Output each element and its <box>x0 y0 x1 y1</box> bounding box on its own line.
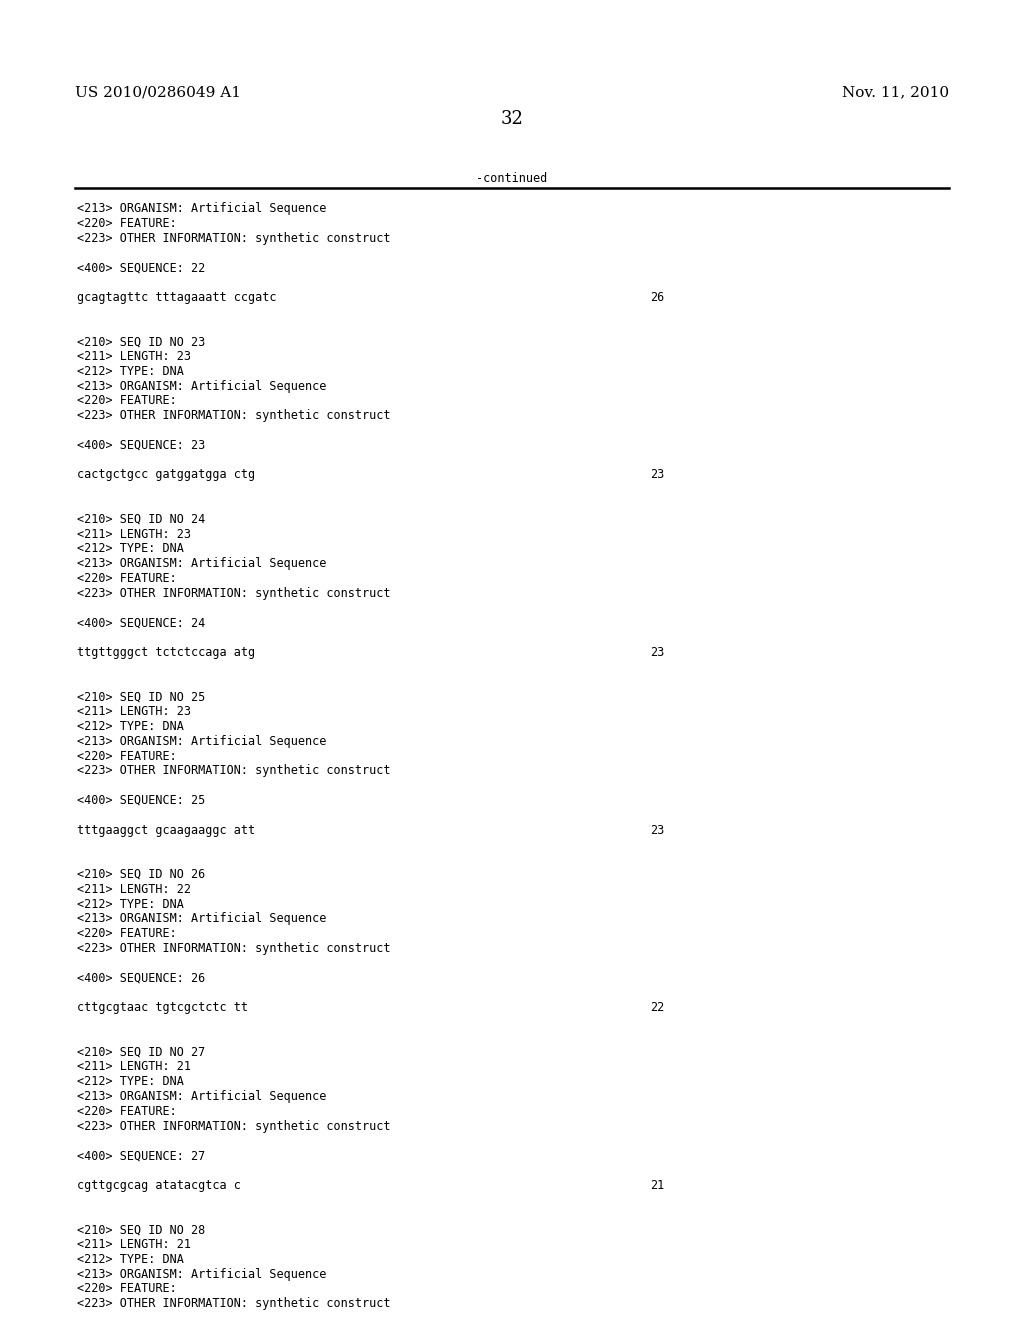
Text: <223> OTHER INFORMATION: synthetic construct: <223> OTHER INFORMATION: synthetic const… <box>77 409 390 422</box>
Text: <400> SEQUENCE: 23: <400> SEQUENCE: 23 <box>77 438 205 451</box>
Text: <211> LENGTH: 23: <211> LENGTH: 23 <box>77 705 190 718</box>
Text: <211> LENGTH: 23: <211> LENGTH: 23 <box>77 528 190 541</box>
Text: <211> LENGTH: 21: <211> LENGTH: 21 <box>77 1060 190 1073</box>
Text: 26: 26 <box>650 290 665 304</box>
Text: <213> ORGANISM: Artificial Sequence: <213> ORGANISM: Artificial Sequence <box>77 557 327 570</box>
Text: <211> LENGTH: 21: <211> LENGTH: 21 <box>77 1238 190 1251</box>
Text: <212> TYPE: DNA: <212> TYPE: DNA <box>77 719 183 733</box>
Text: ttgttgggct tctctccaga atg: ttgttgggct tctctccaga atg <box>77 645 255 659</box>
Text: <220> FEATURE:: <220> FEATURE: <box>77 572 176 585</box>
Text: <210> SEQ ID NO 25: <210> SEQ ID NO 25 <box>77 690 205 704</box>
Text: 22: 22 <box>650 1001 665 1014</box>
Text: <400> SEQUENCE: 24: <400> SEQUENCE: 24 <box>77 616 205 630</box>
Text: <220> FEATURE:: <220> FEATURE: <box>77 395 176 408</box>
Text: <400> SEQUENCE: 22: <400> SEQUENCE: 22 <box>77 261 205 275</box>
Text: <213> ORGANISM: Artificial Sequence: <213> ORGANISM: Artificial Sequence <box>77 202 327 215</box>
Text: <210> SEQ ID NO 28: <210> SEQ ID NO 28 <box>77 1224 205 1237</box>
Text: <213> ORGANISM: Artificial Sequence: <213> ORGANISM: Artificial Sequence <box>77 912 327 925</box>
Text: <210> SEQ ID NO 26: <210> SEQ ID NO 26 <box>77 869 205 880</box>
Text: tttgaaggct gcaagaaggc att: tttgaaggct gcaagaaggc att <box>77 824 255 837</box>
Text: <400> SEQUENCE: 26: <400> SEQUENCE: 26 <box>77 972 205 985</box>
Text: <220> FEATURE:: <220> FEATURE: <box>77 1105 176 1118</box>
Text: 21: 21 <box>650 1179 665 1192</box>
Text: <213> ORGANISM: Artificial Sequence: <213> ORGANISM: Artificial Sequence <box>77 1090 327 1104</box>
Text: <212> TYPE: DNA: <212> TYPE: DNA <box>77 364 183 378</box>
Text: <213> ORGANISM: Artificial Sequence: <213> ORGANISM: Artificial Sequence <box>77 380 327 392</box>
Text: <223> OTHER INFORMATION: synthetic construct: <223> OTHER INFORMATION: synthetic const… <box>77 764 390 777</box>
Text: 23: 23 <box>650 824 665 837</box>
Text: <400> SEQUENCE: 25: <400> SEQUENCE: 25 <box>77 795 205 807</box>
Text: <213> ORGANISM: Artificial Sequence: <213> ORGANISM: Artificial Sequence <box>77 1267 327 1280</box>
Text: <212> TYPE: DNA: <212> TYPE: DNA <box>77 1253 183 1266</box>
Text: <223> OTHER INFORMATION: synthetic construct: <223> OTHER INFORMATION: synthetic const… <box>77 587 390 599</box>
Text: <223> OTHER INFORMATION: synthetic construct: <223> OTHER INFORMATION: synthetic const… <box>77 1119 390 1133</box>
Text: Nov. 11, 2010: Nov. 11, 2010 <box>842 84 949 99</box>
Text: 32: 32 <box>501 110 523 128</box>
Text: cactgctgcc gatggatgga ctg: cactgctgcc gatggatgga ctg <box>77 469 255 482</box>
Text: <220> FEATURE:: <220> FEATURE: <box>77 216 176 230</box>
Text: <212> TYPE: DNA: <212> TYPE: DNA <box>77 898 183 911</box>
Text: <211> LENGTH: 22: <211> LENGTH: 22 <box>77 883 190 896</box>
Text: <220> FEATURE:: <220> FEATURE: <box>77 927 176 940</box>
Text: <211> LENGTH: 23: <211> LENGTH: 23 <box>77 350 190 363</box>
Text: US 2010/0286049 A1: US 2010/0286049 A1 <box>75 84 241 99</box>
Text: <213> ORGANISM: Artificial Sequence: <213> ORGANISM: Artificial Sequence <box>77 735 327 748</box>
Text: 23: 23 <box>650 469 665 482</box>
Text: <223> OTHER INFORMATION: synthetic construct: <223> OTHER INFORMATION: synthetic const… <box>77 942 390 954</box>
Text: 23: 23 <box>650 645 665 659</box>
Text: <220> FEATURE:: <220> FEATURE: <box>77 1283 176 1295</box>
Text: <210> SEQ ID NO 23: <210> SEQ ID NO 23 <box>77 335 205 348</box>
Text: <223> OTHER INFORMATION: synthetic construct: <223> OTHER INFORMATION: synthetic const… <box>77 231 390 244</box>
Text: cgttgcgcag atatacgtca c: cgttgcgcag atatacgtca c <box>77 1179 241 1192</box>
Text: gcagtagttc tttagaaatt ccgatc: gcagtagttc tttagaaatt ccgatc <box>77 290 276 304</box>
Text: <212> TYPE: DNA: <212> TYPE: DNA <box>77 543 183 556</box>
Text: <210> SEQ ID NO 27: <210> SEQ ID NO 27 <box>77 1045 205 1059</box>
Text: <220> FEATURE:: <220> FEATURE: <box>77 750 176 763</box>
Text: <210> SEQ ID NO 24: <210> SEQ ID NO 24 <box>77 512 205 525</box>
Text: cttgcgtaac tgtcgctctc tt: cttgcgtaac tgtcgctctc tt <box>77 1001 248 1014</box>
Text: <223> OTHER INFORMATION: synthetic construct: <223> OTHER INFORMATION: synthetic const… <box>77 1298 390 1311</box>
Text: -continued: -continued <box>476 172 548 185</box>
Text: <212> TYPE: DNA: <212> TYPE: DNA <box>77 1076 183 1088</box>
Text: <400> SEQUENCE: 27: <400> SEQUENCE: 27 <box>77 1150 205 1162</box>
